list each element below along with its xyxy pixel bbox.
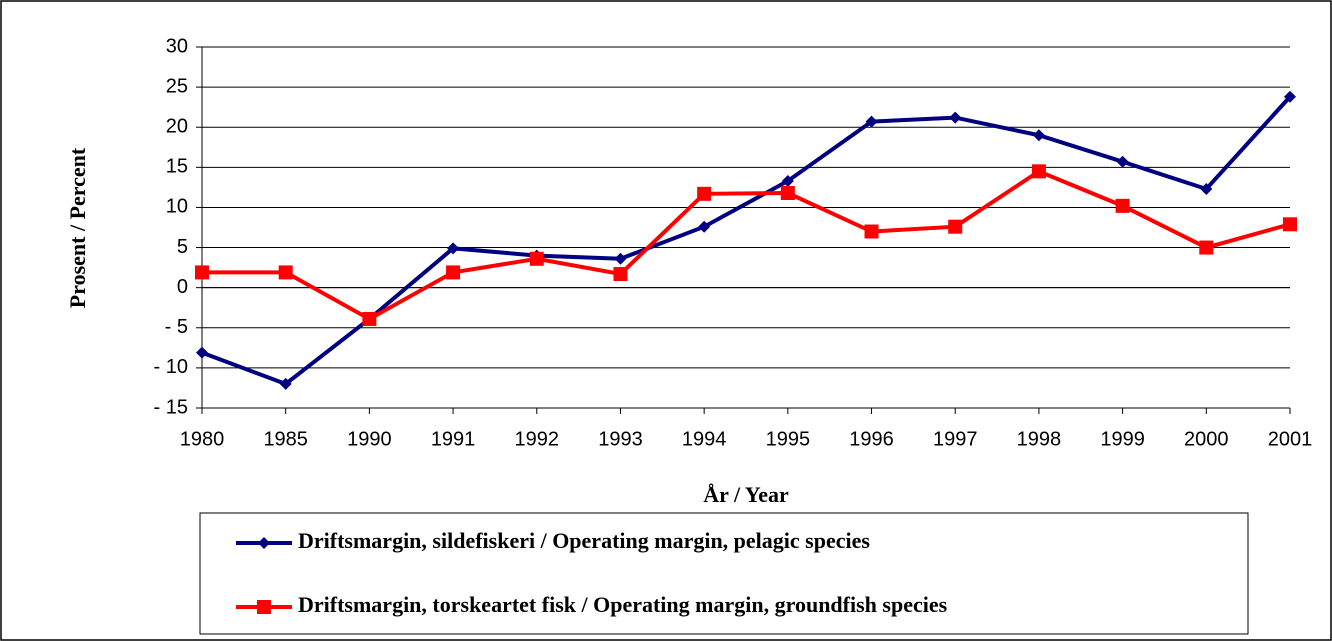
data-point: [697, 186, 712, 201]
data-point: [1199, 240, 1214, 255]
x-tick-label: 1997: [933, 428, 978, 450]
x-tick-label: 1991: [431, 428, 476, 450]
x-tick-label: 1990: [347, 428, 392, 450]
data-point: [1284, 90, 1296, 103]
data-point: [362, 311, 377, 326]
y-tick-label: - 10: [154, 356, 188, 378]
y-tick-label: - 15: [154, 396, 188, 418]
series-line: [201, 95, 1292, 387]
data-point: [447, 242, 460, 255]
y-tick-label: 30: [166, 35, 188, 57]
x-tick-label: 1996: [849, 428, 894, 450]
data-point: [949, 111, 962, 124]
x-tick-label: 1992: [515, 428, 560, 450]
data-point: [1115, 198, 1130, 213]
data-point: [1032, 129, 1045, 142]
data-point: [864, 224, 879, 239]
data-point: [1031, 164, 1046, 179]
data-point: [196, 346, 208, 359]
data-point: [781, 174, 794, 187]
data-point: [698, 220, 711, 233]
y-tick-label: 15: [166, 156, 188, 178]
y-tick-label: 10: [166, 196, 188, 218]
x-tick-label: 2001: [1268, 428, 1313, 450]
y-tick-label: 20: [166, 116, 188, 138]
y-tick-label: 5: [177, 236, 188, 258]
x-tick-label: 2000: [1184, 428, 1229, 450]
data-point: [948, 219, 963, 234]
series-line: [202, 169, 1291, 322]
legend-marker: [257, 600, 271, 614]
x-tick-label: 1999: [1100, 428, 1145, 450]
y-tick-label: 25: [166, 75, 188, 97]
data-point: [278, 265, 293, 280]
data-point: [1116, 155, 1129, 168]
y-tick-label: 0: [177, 276, 188, 298]
data-point: [279, 377, 292, 390]
x-tick-label: 1994: [682, 428, 727, 450]
data-point: [1283, 217, 1297, 232]
data-point: [529, 251, 544, 266]
data-point: [613, 267, 628, 282]
data-point: [1200, 182, 1213, 195]
data-point: [780, 186, 795, 201]
y-tick-label: - 5: [165, 316, 188, 338]
data-point: [865, 115, 878, 128]
legend-box: [199, 512, 1249, 635]
x-tick-label: 1985: [263, 428, 308, 450]
legend-marker: [258, 537, 270, 549]
legend-label: Driftsmargin, sildefiskeri / Operating m…: [298, 528, 870, 553]
x-tick-label: 1998: [1017, 428, 1062, 450]
x-tick-label: 1995: [766, 428, 811, 450]
x-tick-label: 1993: [598, 428, 643, 450]
x-tick-label: 1980: [180, 428, 225, 450]
data-point: [446, 265, 461, 280]
x-axis-title: År / Year: [703, 482, 789, 507]
data-point: [614, 252, 627, 265]
legend-label: Driftsmargin, torskeartet fisk / Operati…: [298, 592, 948, 617]
y-axis-title: Prosent / Percent: [65, 147, 90, 308]
data-point: [195, 265, 209, 280]
